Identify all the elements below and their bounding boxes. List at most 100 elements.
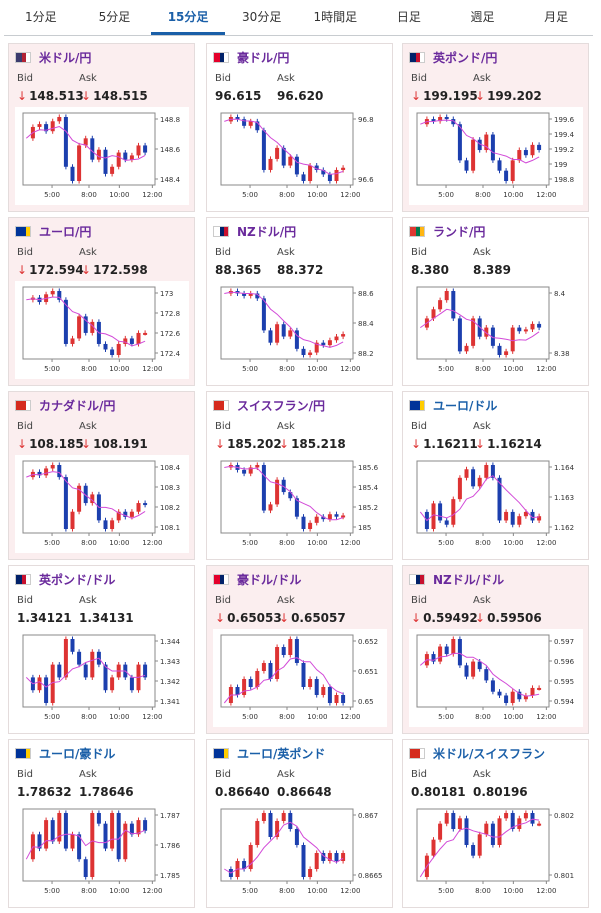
candlestick-chart[interactable]: 96.8 96.6 5:00 8:00 10:00 12:00 — [213, 107, 387, 205]
pair-name[interactable]: カナダドル/円 — [39, 398, 116, 413]
candlestick-chart[interactable]: 173 172.8 172.6 172.4 5:00 8:00 10:00 12:00 — [15, 281, 189, 379]
bid-label: Bid — [215, 421, 231, 432]
bid-label: Bid — [17, 421, 33, 432]
candlestick-chart[interactable]: 0.867 0.8665 5:00 8:00 10:00 12:00 — [213, 803, 387, 901]
x-tick-label: 10:00 — [307, 713, 327, 721]
moving-average-line — [224, 821, 344, 874]
candle-body — [255, 465, 260, 468]
pair-name[interactable]: 豪ドル/円 — [237, 50, 290, 65]
y-tick-label: 199 — [554, 161, 567, 169]
candlestick-chart[interactable]: 88.6 88.4 88.2 5:00 8:00 10:00 12:00 — [213, 281, 387, 379]
tab-5[interactable]: 日足 — [396, 10, 421, 24]
candle-body — [471, 318, 476, 346]
tab-3[interactable]: 30分足 — [242, 10, 282, 24]
rate-card[interactable]: ユーロ/ドル Bid Ask ↓ 1.16211 ↓ 1.16214 1.164 1.1… — [402, 391, 589, 560]
rate-card[interactable]: 米ドル/円 Bid Ask ↓ 148.513 ↓ 148.515 148.8 148.… — [8, 43, 195, 212]
pair-name[interactable]: ランド/円 — [433, 224, 486, 239]
candle-body — [143, 820, 148, 831]
candle-body — [90, 138, 95, 160]
candlestick-chart[interactable]: 1.164 1.163 1.162 5:00 8:00 10:00 12:00 — [409, 455, 583, 553]
candle-body — [451, 813, 456, 829]
y-tick-label: 108.3 — [160, 484, 180, 492]
tab-0[interactable]: 1分足 — [24, 10, 57, 24]
y-tick-label: 0.65 — [358, 698, 374, 706]
candle-body — [281, 479, 286, 493]
candle-body — [477, 661, 482, 670]
candlestick-chart[interactable]: 185.6 185.4 185.2 185 5:00 8:00 10:00 12:00 — [213, 455, 387, 553]
rate-card[interactable]: NZドル/円 Bid Ask 88.365 88.372 88.6 88.4 88.2… — [206, 217, 393, 386]
rate-card[interactable]: ユーロ/豪ドル Bid Ask 1.78632 1.78646 1.787 1.78… — [8, 739, 195, 908]
pair-name[interactable]: 米ドル/円 — [39, 50, 92, 65]
rate-card[interactable]: NZドル/ドル Bid Ask ↓ 0.59492 ↓ 0.59506 0.597 0.… — [402, 565, 589, 734]
pair-name[interactable]: ユーロ/英ポンド — [237, 746, 326, 761]
x-tick-label: 5:00 — [44, 365, 60, 373]
candle-body — [523, 150, 528, 156]
rate-card[interactable]: 米ドル/スイスフラン Bid Ask 0.80181 0.80196 0.802 0… — [402, 739, 589, 908]
candle-body — [301, 663, 306, 687]
candlestick-chart[interactable]: 1.787 1.786 1.785 5:00 8:00 10:00 12:00 — [15, 803, 189, 901]
bid-label: Bid — [411, 421, 427, 432]
ask-number: 8.389 — [473, 263, 511, 277]
pair-name[interactable]: NZドル/円 — [237, 224, 297, 239]
x-tick-label: 8:00 — [81, 365, 97, 373]
candle-body — [268, 504, 273, 511]
pair-name[interactable]: NZドル/ドル — [433, 572, 505, 587]
rate-card[interactable]: カナダドル/円 Bid Ask ↓ 108.185 ↓ 108.191 108.4 10… — [8, 391, 195, 560]
candle-body — [530, 687, 535, 696]
card-header: ユーロ/豪ドル — [15, 745, 115, 761]
candle-body — [77, 834, 82, 860]
pair-name[interactable]: 英ポンド/円 — [433, 50, 498, 65]
candlestick-chart[interactable]: 1.344 1.343 1.342 1.341 5:00 8:00 10:00 12:00 — [15, 629, 189, 727]
candle-body — [537, 323, 542, 328]
rate-card[interactable]: 英ポンド/円 Bid Ask ↓ 199.195 ↓ 199.202 199.6 199… — [402, 43, 589, 212]
bid-value: 88.365 — [215, 263, 261, 277]
x-tick-label: 12:00 — [340, 539, 360, 547]
rate-card[interactable]: 豪ドル/ドル Bid Ask ↓ 0.65053 ↓ 0.65057 0.652 0.6… — [206, 565, 393, 734]
ask-label: Ask — [473, 421, 491, 432]
candlestick-chart[interactable]: 199.6 199.4 199.2 199 198.8 5:00 8:00 10:00 12:0… — [409, 107, 583, 205]
rate-card[interactable]: スイスフラン/円 Bid Ask ↓ 185.202 ↓ 185.218 185.6 1… — [206, 391, 393, 560]
candlestick-chart[interactable]: 0.652 0.651 0.65 5:00 8:00 10:00 12:00 — [213, 629, 387, 727]
ask-value: ↓ 0.65057 — [279, 611, 346, 625]
tab-6[interactable]: 週足 — [470, 10, 495, 24]
candlestick-chart[interactable]: 8.4 8.38 5:00 8:00 10:00 12:00 — [409, 281, 583, 379]
rate-card[interactable]: ランド/円 Bid Ask 8.380 8.389 8.4 8.38 5:00 8:00… — [402, 217, 589, 386]
bid-label: Bid — [411, 769, 427, 780]
bid-number: 0.65053 — [227, 611, 282, 625]
pair-name[interactable]: 米ドル/スイスフラン — [433, 746, 546, 761]
rate-card[interactable]: ユーロ/円 Bid Ask ↓ 172.594 ↓ 172.598 173 172.8 1… — [8, 217, 195, 386]
tab-1[interactable]: 5分足 — [98, 10, 131, 24]
candlestick-chart[interactable]: 0.597 0.596 0.595 0.594 5:00 8:00 10:00 12:00 — [409, 629, 583, 727]
candle-body — [444, 291, 449, 301]
pair-name[interactable]: ユーロ/円 — [39, 224, 92, 239]
tab-2[interactable]: 15分足 — [151, 0, 225, 35]
candle-body — [90, 321, 95, 333]
pair-name[interactable]: スイスフラン/円 — [237, 398, 326, 413]
tab-7[interactable]: 月足 — [544, 10, 569, 24]
pair-name[interactable]: 豪ドル/ドル — [237, 572, 302, 587]
bid-number: 199.195 — [423, 89, 478, 103]
candlestick-chart[interactable]: 108.4 108.3 108.2 108.1 5:00 8:00 10:00 12:00 — [15, 455, 189, 553]
pair-name[interactable]: ユーロ/豪ドル — [39, 746, 116, 761]
y-tick-label: 173 — [160, 290, 173, 298]
x-tick-label: 12:00 — [536, 365, 556, 373]
x-tick-label: 10:00 — [503, 887, 523, 895]
ask-value: ↓ 0.59506 — [475, 611, 542, 625]
candlestick-chart[interactable]: 148.8 148.6 148.4 5:00 8:00 10:00 12:00 — [15, 107, 189, 205]
rate-card[interactable]: 英ポンド/ドル Bid Ask 1.34121 1.34131 1.344 1.34… — [8, 565, 195, 734]
pair-name[interactable]: ユーロ/ドル — [433, 398, 498, 413]
tab-4[interactable]: 1時間足 — [313, 10, 358, 24]
eu-flag-icon — [15, 747, 31, 759]
ask-number: 172.598 — [93, 263, 148, 277]
x-tick-label: 10:00 — [307, 191, 327, 199]
rate-card[interactable]: 豪ドル/円 Bid Ask 96.615 96.620 96.8 96.6 5:00 8… — [206, 43, 393, 212]
y-tick-label: 148.4 — [160, 176, 181, 184]
rate-card[interactable]: ユーロ/英ポンド Bid Ask 0.86640 0.86648 0.867 0.8… — [206, 739, 393, 908]
candle-body — [261, 298, 266, 331]
bid-label: Bid — [17, 247, 33, 258]
candlestick-chart[interactable]: 0.802 0.801 5:00 8:00 10:00 12:00 — [409, 803, 583, 901]
candle-body — [63, 477, 68, 529]
bid-number: 172.594 — [29, 263, 84, 277]
candle-body — [464, 665, 469, 677]
pair-name[interactable]: 英ポンド/ドル — [39, 572, 116, 587]
